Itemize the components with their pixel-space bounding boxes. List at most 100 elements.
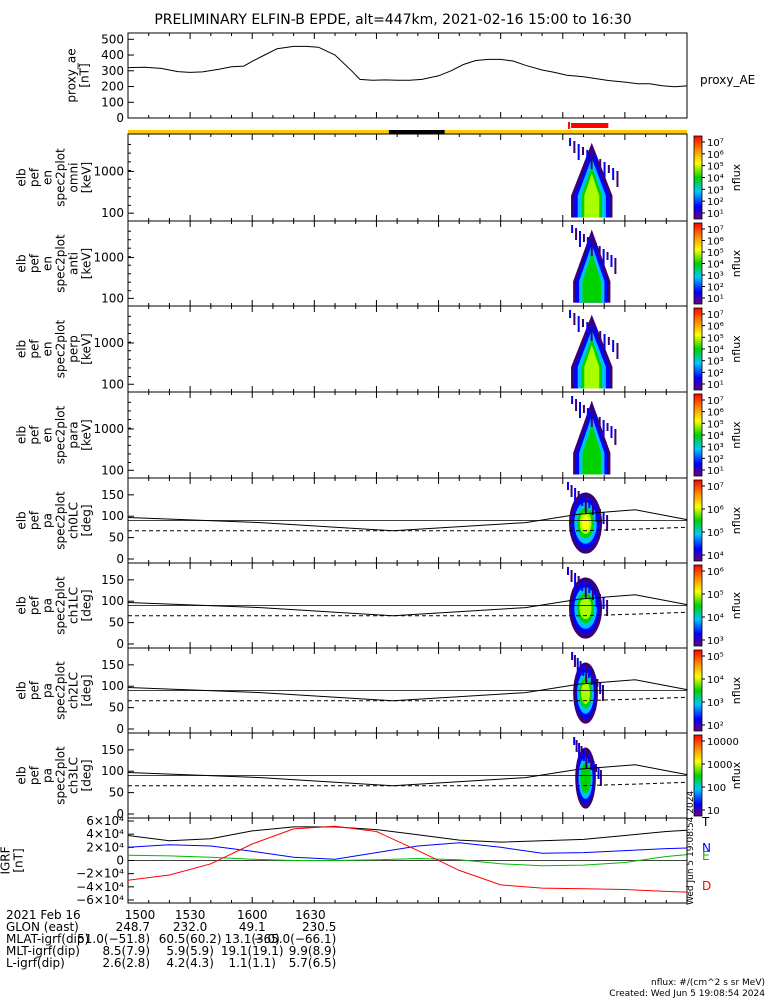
status-segment	[444, 130, 687, 136]
igrf-series-D	[127, 825, 688, 893]
pa-ylabel: elbpefpaspec2plotch3LC[deg]	[15, 746, 94, 805]
heatmap-speckle	[603, 334, 606, 350]
ylabel-line: en	[41, 256, 55, 271]
loss-cone-line	[127, 594, 688, 617]
igrf-panel: 6×10⁴4×10⁴2×10⁴0−2×10⁴−4×10⁴−6×10⁴TNEDIG…	[0, 791, 711, 907]
heatmap-speckle	[594, 243, 597, 251]
igrf-series-N	[127, 842, 688, 860]
colorbar-tick-label: 10¹	[707, 209, 724, 220]
x-axis-table: 2021 Feb 16 1500 1530 1600 1630 GLON (east) 24…	[6, 908, 336, 970]
ylabel-line: spec2plot	[54, 405, 68, 464]
heatmap-speckle	[612, 168, 615, 180]
heatmap-speckle	[616, 343, 619, 359]
spec-ylabel: elbpefenspec2plotomni[keV]	[15, 148, 94, 207]
spec-panel-perp: 1000100elbpefenspec2plotperp[keV]10⁷10⁶1…	[15, 305, 743, 393]
ylabel-line: ch1LC	[67, 587, 81, 624]
y-tick-label: 150	[101, 488, 124, 502]
ylabel-line: en	[41, 342, 55, 357]
heatmap-speckle	[574, 488, 577, 504]
heatmap-speckle	[578, 743, 581, 759]
proxy-ae-ylabel: proxy_ae[nT]	[65, 48, 92, 102]
x-row-label: 2021 Feb 16	[6, 908, 81, 922]
heatmap-speckle	[582, 664, 585, 676]
colorbar-tick-label: 10¹	[707, 466, 724, 477]
heatmap-speckle	[591, 588, 594, 600]
spec-ylabel: elbpefenspec2plotanti[keV]	[15, 234, 94, 293]
heatmap-speckle	[578, 402, 581, 418]
heatmap-cell	[579, 597, 592, 620]
spec-panel-para: 1000100elbpefenspec2plotpara[keV]10⁷10⁶1…	[15, 391, 743, 479]
heatmap-speckle	[586, 237, 589, 249]
heatmap-speckle	[602, 249, 605, 265]
heatmap-cell	[584, 173, 600, 218]
colorbar-tick-label: 10²	[707, 197, 724, 208]
igrf-series-E	[127, 854, 688, 867]
heatmap-speckle	[586, 150, 589, 162]
heatmap-speckle	[581, 579, 584, 591]
footer-created: Created: Wed Jun 5 19:08:54 2024	[609, 989, 765, 999]
heatmap-speckle	[570, 570, 573, 582]
y-tick-label: 50	[109, 616, 124, 630]
x-row-value: 8.5(7.9)	[102, 944, 150, 958]
proxy-ae-frame	[127, 32, 688, 119]
ylabel-line: pef	[28, 765, 42, 785]
heatmap-speckle	[577, 576, 580, 584]
x-row-value: 230.5	[302, 920, 336, 934]
x-row-value: 232.0	[173, 920, 207, 934]
ylabel-line: [deg]	[80, 760, 94, 792]
x-row-value: 5.7(6.5)	[289, 956, 337, 970]
pa-colorbar	[693, 479, 703, 562]
spec-ylabel: elbpefenspec2plotperp[keV]	[15, 319, 94, 378]
colorbar-label: nflux	[730, 163, 743, 191]
colorbar-tick-label: 10⁶	[707, 237, 724, 248]
ylabel-line: elb	[15, 340, 29, 358]
x-row-label: MLT-igrf(dip)	[6, 944, 80, 958]
x-row-value: 1630	[295, 908, 326, 922]
heatmap-cell	[581, 515, 590, 531]
heatmap-speckle	[590, 411, 593, 427]
colorbar-tick-label: 10⁷	[707, 138, 724, 149]
colorbar-tick-label: 10¹	[707, 294, 724, 305]
y-tick-label: 100	[101, 594, 124, 608]
colorbar-label: nflux	[730, 249, 743, 277]
heatmap-speckle	[573, 141, 576, 153]
y-tick-label: 200	[101, 80, 124, 94]
ylabel-line: spec2plot	[54, 661, 68, 720]
heatmap-speckle	[585, 752, 588, 768]
heatmap-speckle	[590, 240, 593, 256]
heatmap-speckle	[601, 685, 604, 701]
colorbar-tick-label: 10⁷	[707, 310, 724, 321]
colorbar-tick-label: 10⁵	[707, 528, 724, 539]
heatmap-speckle	[566, 567, 569, 575]
y-tick-label: 0	[116, 637, 124, 651]
heatmap-speckle	[577, 144, 580, 160]
colorbar-tick-label: 10000	[707, 737, 739, 748]
heatmap-speckle	[616, 171, 619, 187]
colorbar-tick-label: 100	[707, 783, 726, 794]
heatmap-speckle	[597, 767, 600, 779]
heatmap-speckle	[584, 497, 587, 513]
x-row-label: L-igrf(dip)	[6, 956, 65, 970]
y-tick-label: 100	[101, 509, 124, 523]
status-bar	[128, 122, 687, 136]
x-row-value: 60.5(60.2)	[159, 932, 222, 946]
spec-colorbar	[693, 393, 703, 477]
spec-colorbar	[693, 222, 703, 305]
proxy-ae-line	[127, 45, 688, 88]
ylabel-line: elb	[15, 426, 29, 444]
heatmap-speckle	[602, 420, 605, 436]
colorbar-tick-label: 10⁵	[707, 419, 724, 430]
ylabel-line: spec2plot	[54, 491, 68, 550]
status-segment	[388, 130, 445, 136]
ylabel-line: pef	[28, 680, 42, 700]
footer-units: nflux: #/(cm^2 s sr MeV)	[651, 978, 765, 988]
heatmap-speckle	[598, 246, 601, 258]
colorbar-label: nflux	[730, 761, 743, 789]
heatmap-speckle	[577, 316, 580, 332]
heatmap-cell	[582, 424, 602, 475]
y-tick-label: 4×10⁴	[86, 827, 124, 841]
y-tick-label: 500	[101, 32, 124, 46]
heatmap-speckle	[610, 426, 613, 438]
colorbar-tick-label: 10¹	[707, 380, 724, 391]
loss-cone-line	[127, 679, 688, 702]
